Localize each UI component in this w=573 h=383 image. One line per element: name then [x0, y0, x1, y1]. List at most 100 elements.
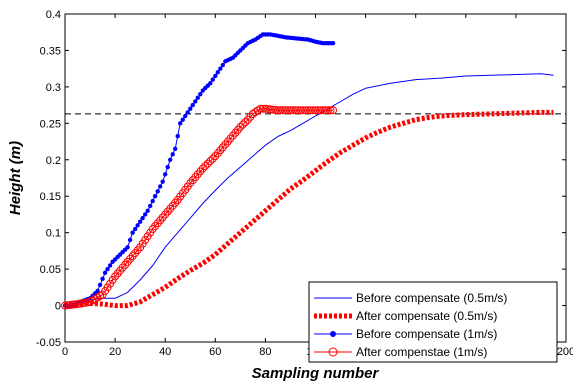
series-3-point [316, 106, 325, 115]
y-tick-label: 0.4 [46, 9, 61, 21]
series-2-point [215, 70, 221, 75]
series-2-point [213, 73, 218, 79]
series-3-point [253, 106, 262, 115]
series-2-point [220, 62, 226, 68]
series-1-line [64, 109, 554, 309]
series-2-point [170, 152, 175, 157]
series-2-point [218, 66, 223, 71]
series-2-point [160, 179, 165, 184]
series-2-point [163, 172, 168, 177]
legend-label-1: After compensate (0.5m/s) [356, 309, 497, 323]
series-3-point [266, 105, 275, 114]
series-3-point [301, 106, 310, 115]
series-2-point [130, 230, 135, 235]
legend-entry-2: Before compensate (1m/s) [314, 327, 497, 341]
series-3-point [258, 104, 267, 113]
series-2-point [147, 203, 153, 209]
y-axis-label: Height (m) [7, 141, 24, 215]
series-2-point [193, 99, 198, 104]
series-3-point [308, 106, 317, 115]
series-2-point [140, 215, 145, 221]
x-tick-label: 20 [109, 346, 121, 358]
series-3-point [298, 106, 307, 115]
legend-entry-0: Before compensate (0.5m/s) [314, 291, 507, 305]
series-3-point [261, 104, 270, 113]
series-2-point [95, 288, 100, 294]
y-tick-label: 0.35 [40, 45, 61, 57]
series-3-point [201, 162, 210, 171]
series-3-point [63, 301, 72, 310]
y-tick-label: 0.2 [46, 155, 61, 167]
series-0-line [64, 73, 554, 307]
series-3-point [256, 104, 265, 113]
series-2-point [100, 276, 105, 282]
series-3-point [311, 106, 320, 115]
y-tick-label: 0.15 [40, 191, 61, 203]
series-2-point [137, 219, 143, 224]
legend: Before compensate (0.5m/s) After compens… [308, 281, 558, 363]
x-tick-label: 200 [557, 346, 573, 358]
series-2-point [145, 208, 150, 213]
series-3-point [271, 105, 280, 114]
series-2-point [155, 189, 160, 194]
series-3-point [306, 106, 315, 115]
series-2-point [127, 237, 133, 243]
y-tick-label: 0.25 [40, 118, 61, 130]
series-3-point [324, 106, 333, 115]
series-3-point [71, 300, 80, 309]
series-2-point [195, 95, 200, 101]
series-2-point [125, 245, 130, 250]
series-0 [64, 73, 554, 307]
series-2-point [157, 184, 163, 189]
series-2-point [173, 146, 178, 152]
series-3-point [303, 106, 312, 115]
series-3-point [208, 154, 217, 163]
legend-box [308, 281, 558, 363]
y-tick-label: -0.05 [36, 337, 61, 349]
y-tick-label: 0.05 [40, 264, 61, 276]
series-3-point [61, 301, 69, 310]
series-2-point [178, 121, 183, 126]
series-3-point [296, 106, 305, 115]
series-2-point [152, 194, 158, 199]
series-3-point [238, 120, 247, 129]
series-3-point [288, 106, 297, 115]
series-2-point [132, 226, 138, 232]
series-2-point [135, 223, 140, 228]
series-3-point [206, 157, 215, 166]
x-tick-label: 0 [62, 346, 68, 358]
series-2-point [210, 77, 215, 82]
legend-label-2: Before compensate (1m/s) [356, 327, 497, 341]
series-3-point [241, 118, 250, 127]
series-3-point [326, 106, 335, 115]
series-3-point [198, 164, 207, 173]
series-3-point [329, 106, 338, 115]
series-2-point [185, 110, 190, 115]
series-2-point [330, 40, 336, 46]
series-3-point [273, 106, 282, 115]
series-3-point [268, 105, 277, 114]
series-3-point [276, 106, 285, 115]
series-3 [61, 104, 338, 310]
series-3-point [291, 106, 300, 115]
series-3-point [278, 106, 287, 115]
legend-entry-1: After compensate (0.5m/s) [314, 309, 497, 323]
series-3-point [321, 106, 330, 115]
series-2-point [107, 263, 113, 268]
legend-label-0: Before compensate (0.5m/s) [356, 291, 507, 305]
series-2-point [165, 164, 170, 170]
x-tick-label: 60 [209, 346, 221, 358]
series-2-point [102, 270, 108, 275]
series-3-point [281, 106, 290, 115]
series-3-point [203, 159, 212, 168]
series-2-point [97, 282, 103, 288]
series-2-point [190, 102, 195, 108]
legend-entry-3: After compenstae (1m/s) [314, 345, 487, 359]
legend-label-3: After compenstae (1m/s) [356, 345, 487, 359]
series-3-point [319, 106, 328, 115]
series-2-point [183, 113, 188, 119]
series-2 [62, 32, 336, 308]
series-2-point [150, 198, 155, 204]
series-2-point [175, 133, 180, 139]
x-axis-label: Sampling number [252, 365, 380, 382]
